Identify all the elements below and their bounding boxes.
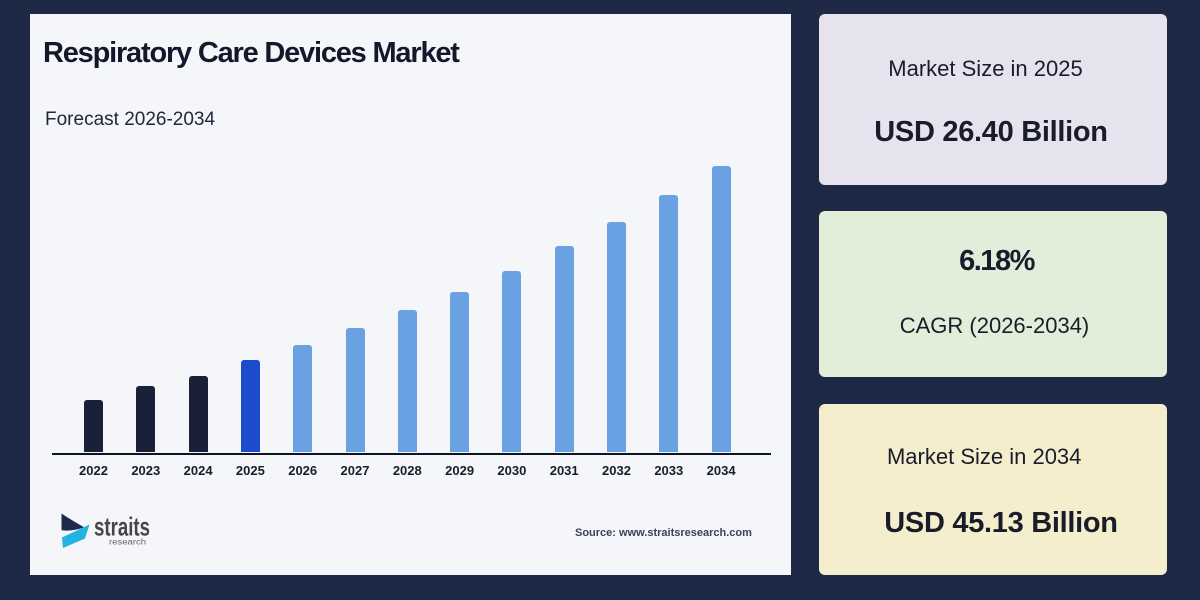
svg-text:research: research — [109, 538, 146, 547]
svg-text:straits: straits — [94, 511, 150, 541]
